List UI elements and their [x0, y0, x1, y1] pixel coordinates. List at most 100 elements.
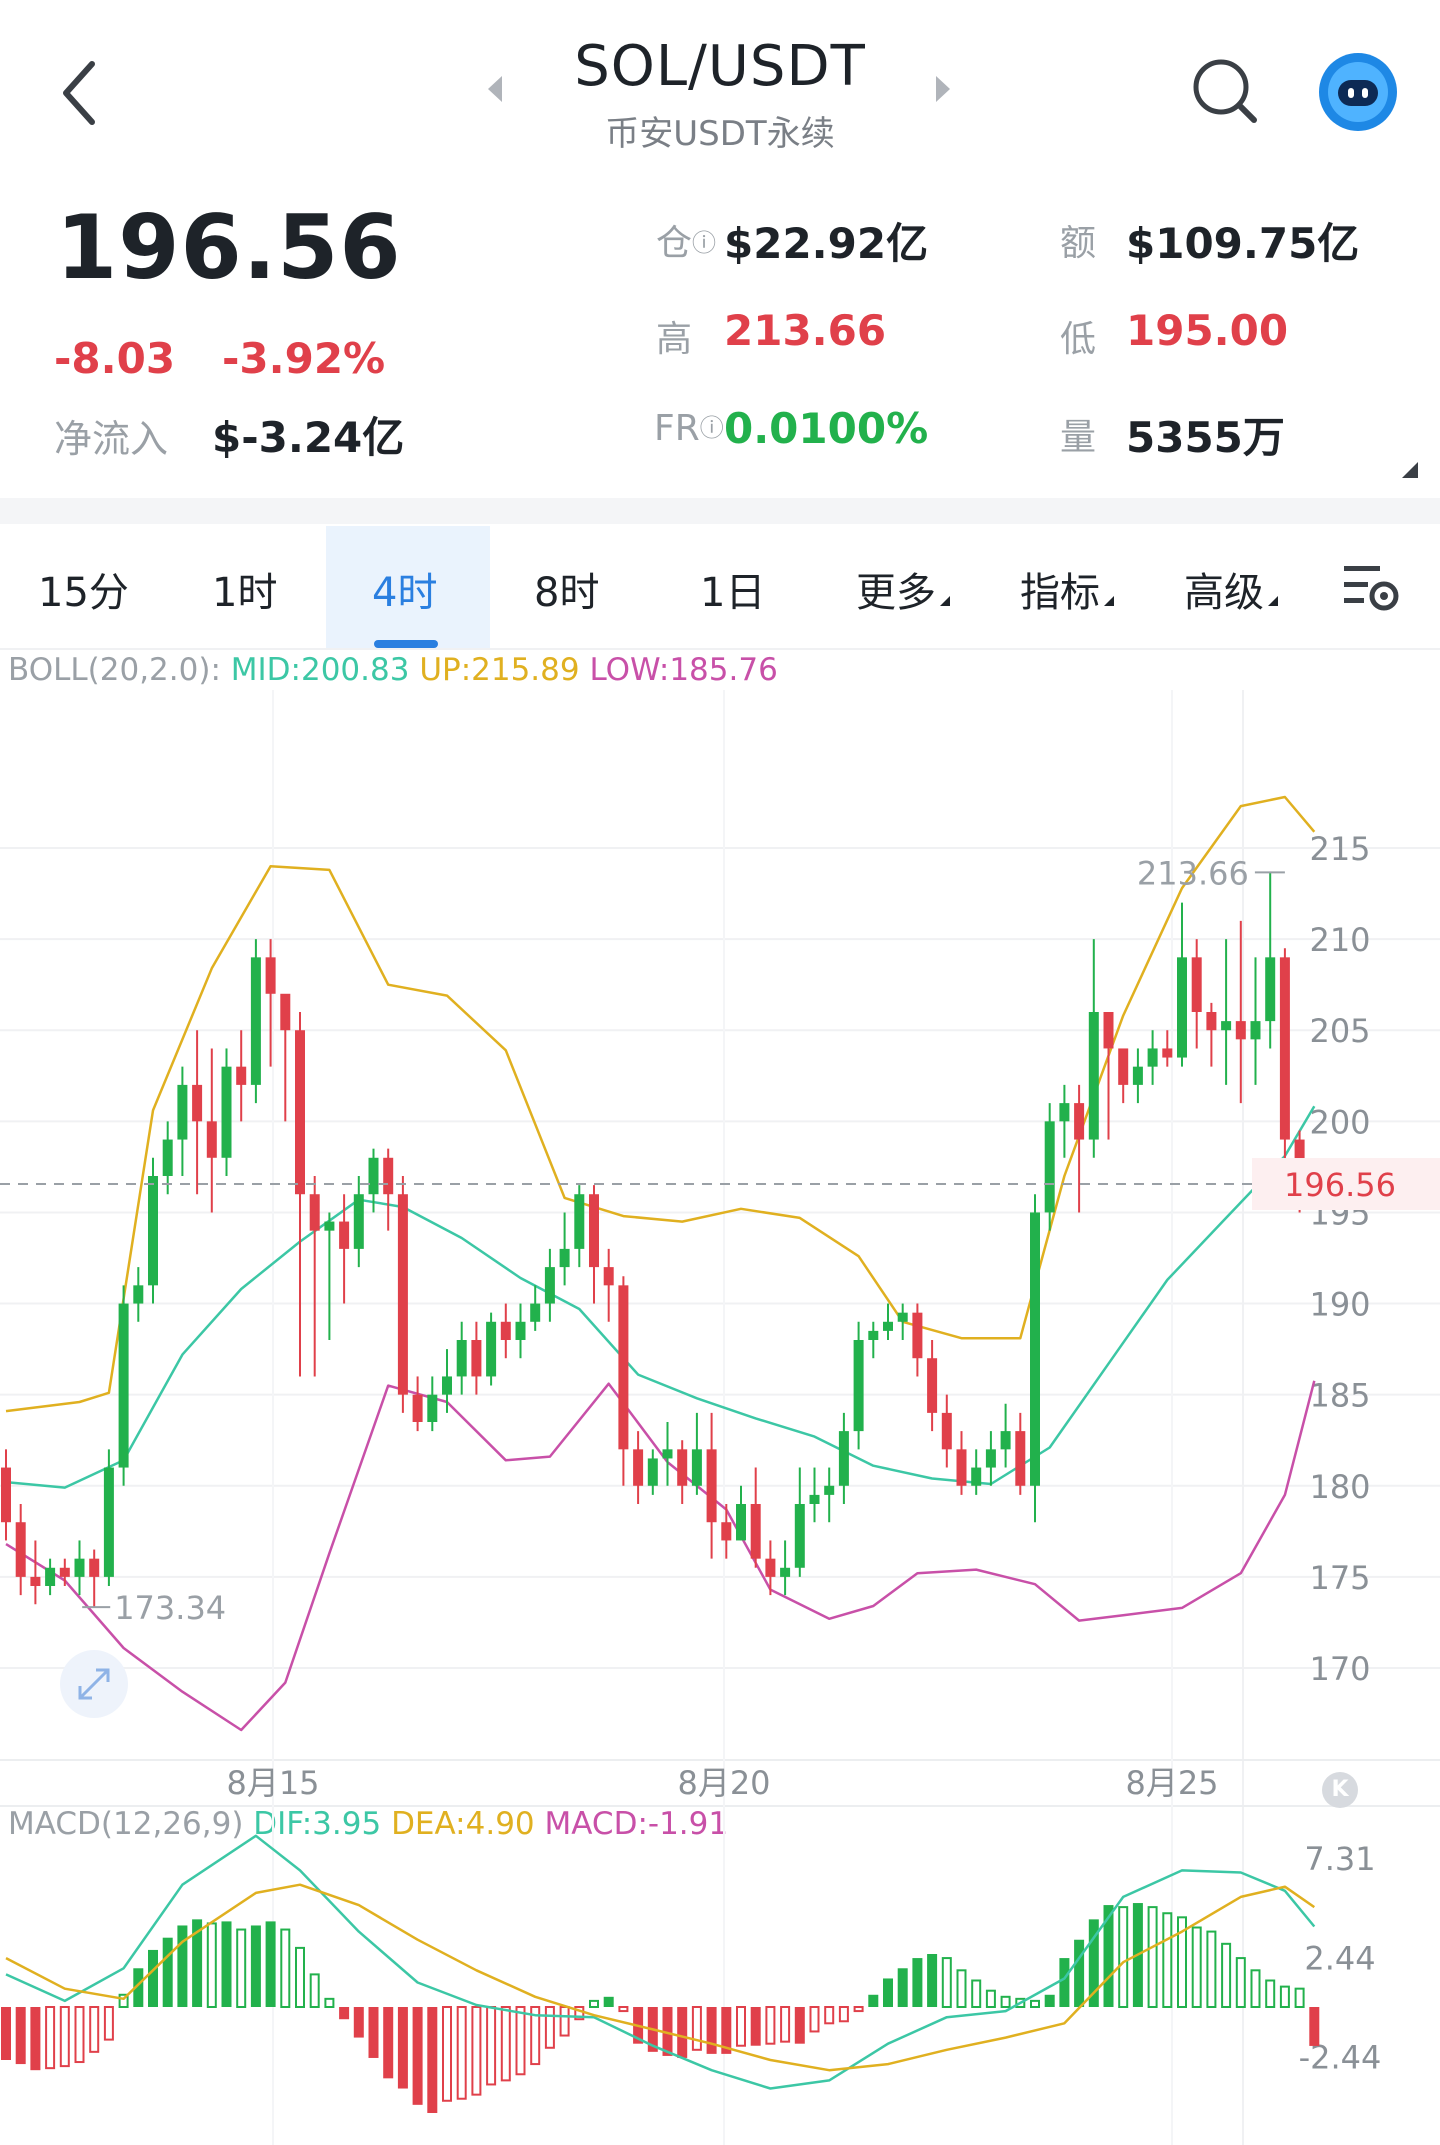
candle-body [30, 1576, 41, 1586]
macd-bar [1265, 1979, 1276, 2009]
candle-body [1147, 1048, 1158, 1067]
expand-icon [78, 1668, 110, 1700]
candle-body [721, 1522, 732, 1541]
candle-body [1279, 957, 1290, 1140]
candle-body [162, 1139, 173, 1176]
boll-mid-line [5, 1105, 1316, 1489]
price-tick-label: 210 [1309, 921, 1370, 959]
macd-bar [30, 2007, 41, 2071]
candle-body [1059, 1103, 1070, 1122]
caret-icon [1104, 596, 1114, 606]
candle-body [324, 1221, 335, 1231]
caret-icon [940, 596, 950, 606]
macd-tick-label: 7.31 [1304, 1840, 1375, 1878]
macd-bar [471, 2006, 482, 2096]
candle-body [221, 1066, 232, 1158]
macd-bar [1294, 1987, 1305, 2009]
prev-pair-arrow-icon[interactable] [486, 74, 504, 104]
search-icon[interactable] [1190, 56, 1260, 126]
candle-body [15, 1522, 26, 1577]
expand-stats-caret-icon[interactable] [1402, 462, 1418, 478]
tab-8h[interactable]: 8时 [534, 570, 600, 616]
macd-bar [721, 2007, 732, 2054]
macd-bar [662, 2007, 673, 2056]
macd-bar [442, 2006, 452, 2102]
high-marker-label: 213.66 [1137, 854, 1249, 892]
boll-upper-line [5, 795, 1316, 1413]
tab-1d[interactable]: 1日 [700, 570, 766, 616]
macd-bar [280, 1928, 291, 2008]
candle-body [1000, 1431, 1011, 1450]
macd-bar [941, 1957, 952, 2008]
candle-body [706, 1449, 717, 1523]
candle-body [1074, 1103, 1085, 1140]
candle-body [927, 1358, 938, 1413]
section-divider [0, 498, 1440, 524]
macd-bar [824, 2006, 835, 2025]
date-axis-label: 8月15 [226, 1764, 319, 1802]
macd-bar [1074, 1939, 1085, 2007]
info-icon[interactable]: ⓘ [699, 414, 724, 442]
back-arrow-icon[interactable] [58, 58, 108, 128]
funding-rate-label: FRⓘ [654, 408, 724, 449]
low-value: 195.00 [1126, 306, 1289, 355]
boll-legend: BOLL(20,2.0): MID:200.83 UP:215.89 LOW:1… [8, 652, 778, 688]
macd-bar [118, 1993, 129, 2008]
candle-body [1162, 1048, 1173, 1058]
info-icon[interactable]: ⓘ [692, 229, 717, 257]
high-label: 高 [656, 319, 693, 360]
macd-bar [736, 2006, 746, 2047]
candle-body [427, 1394, 438, 1422]
candle-body [1265, 957, 1276, 1022]
tab-indicators[interactable]: 指标 [1020, 560, 1114, 618]
candle-body [515, 1321, 526, 1340]
candle-body [206, 1121, 217, 1158]
macd-bar [162, 1937, 173, 2007]
candle-body [192, 1084, 203, 1122]
candle-body [1044, 1121, 1055, 1213]
macd-dif-line [5, 1834, 1316, 2090]
candle-body [971, 1467, 982, 1486]
macd-bar [103, 2006, 114, 2041]
macd-legend: MACD(12,26,9) DIF:3.95 DEA:4.90 MACD:-1.… [8, 1806, 729, 1842]
tab-advanced[interactable]: 高级 [1184, 560, 1278, 618]
macd-bar [1088, 1919, 1099, 2007]
candle-body [265, 957, 276, 994]
candle-body [383, 1157, 394, 1195]
chart-settings-icon[interactable] [1342, 560, 1402, 616]
macd-bar [1118, 1906, 1129, 2009]
tab-more[interactable]: 更多 [856, 560, 950, 618]
macd-bar [353, 2007, 364, 2038]
assistant-robot-icon[interactable] [1318, 52, 1398, 132]
macd-bar [868, 1994, 879, 2007]
macd-bar [809, 2006, 820, 2033]
candle-body [486, 1321, 497, 1377]
price-tick-label: 215 [1309, 830, 1370, 868]
candle-body [1132, 1066, 1143, 1085]
volume-value: 5355万 [1126, 413, 1285, 462]
macd-bar [427, 2007, 438, 2113]
macd-bar [1221, 1942, 1232, 2009]
last-price-tag [1252, 1158, 1440, 1211]
date-axis-label: 8月20 [677, 1764, 770, 1802]
macd-bar [236, 1928, 247, 2008]
chart-mode-icon[interactable]: K [1322, 1772, 1358, 1808]
candle-body [280, 993, 291, 1031]
macd-bar [1309, 2007, 1320, 2046]
net-inflow-value: $-3.24亿 [212, 413, 405, 462]
macd-bar [1191, 1926, 1202, 2008]
candle-body [691, 1449, 702, 1486]
candle-body [59, 1567, 70, 1577]
candle-body [1191, 957, 1202, 1012]
price-tick-label: 170 [1309, 1650, 1370, 1688]
tab-15m[interactable]: 15分 [38, 570, 129, 616]
candle-body [647, 1458, 658, 1486]
next-pair-arrow-icon[interactable] [934, 74, 952, 104]
tab-1h[interactable]: 1时 [212, 570, 278, 616]
pair-title[interactable]: SOL/USDT [574, 34, 866, 99]
net-inflow-label: 净流入 [54, 417, 169, 461]
candle-body [368, 1157, 379, 1195]
tab-4h[interactable]: 4时 [372, 570, 438, 616]
macd-bar [177, 1925, 188, 2007]
